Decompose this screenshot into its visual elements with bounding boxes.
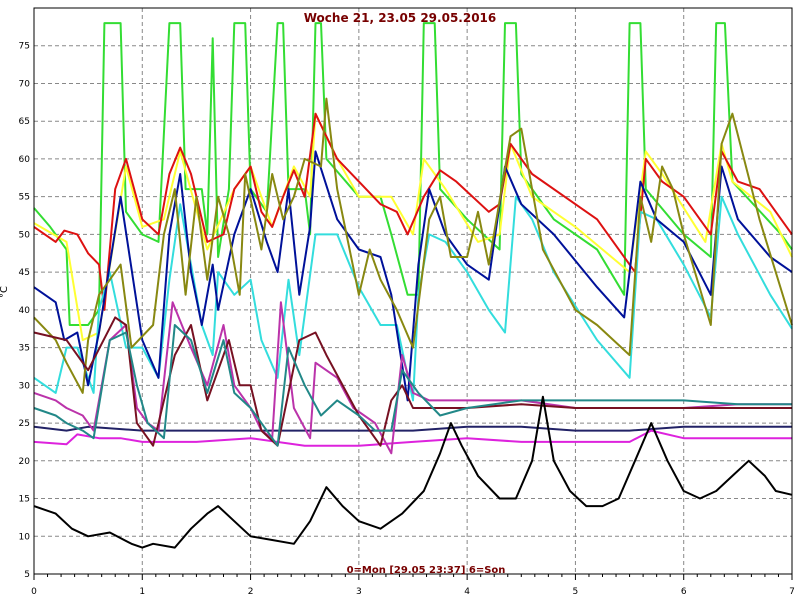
series-line-8 [33, 429, 792, 447]
series-line-6 [33, 97, 793, 394]
x-tick-label: 1 [139, 587, 145, 597]
y-tick-label: 25 [19, 419, 30, 429]
chart-title: Woche 21, 23.05 29.05.2016 [304, 11, 497, 25]
series-line-4 [33, 195, 793, 402]
series-lines [33, 22, 793, 549]
y-tick-label: 40 [19, 306, 31, 316]
y-tick-label: 75 [19, 42, 30, 52]
x-tick-label: 2 [248, 587, 254, 597]
x-tick-label: 7 [789, 587, 795, 597]
x-tick-label: 6 [681, 587, 687, 597]
series-line-11 [33, 324, 792, 447]
x-tick-label: 0 [31, 587, 37, 597]
x-axis-label: 0=Mon [29.05 23:37] 6=Son [347, 565, 506, 576]
series-line-9 [33, 301, 792, 455]
series-line-1 [33, 22, 793, 326]
y-tick-label: 15 [19, 495, 30, 505]
y-axis-label: °C [0, 286, 10, 298]
y-tick-label: 60 [19, 155, 31, 165]
series-line-10 [33, 316, 792, 447]
y-tick-label: 5 [24, 570, 30, 580]
series-line-7 [33, 425, 792, 432]
series-line-2 [33, 112, 793, 342]
y-tick-label: 45 [19, 268, 30, 278]
series-line-12 [33, 395, 793, 549]
y-tick-label: 10 [19, 532, 31, 542]
y-tick-label: 70 [19, 79, 31, 89]
x-tick-label: 5 [573, 587, 579, 597]
y-tick-label: 65 [19, 117, 30, 127]
x-tick-label: 4 [464, 587, 470, 597]
y-tick-label: 50 [19, 230, 31, 240]
y-tick-label: 55 [19, 193, 30, 203]
y-tick-label: 20 [19, 457, 31, 467]
series-line-5 [33, 150, 793, 402]
x-tick-label: 3 [356, 587, 362, 597]
y-tick-label: 30 [19, 381, 31, 391]
y-tick-label: 35 [19, 344, 30, 354]
